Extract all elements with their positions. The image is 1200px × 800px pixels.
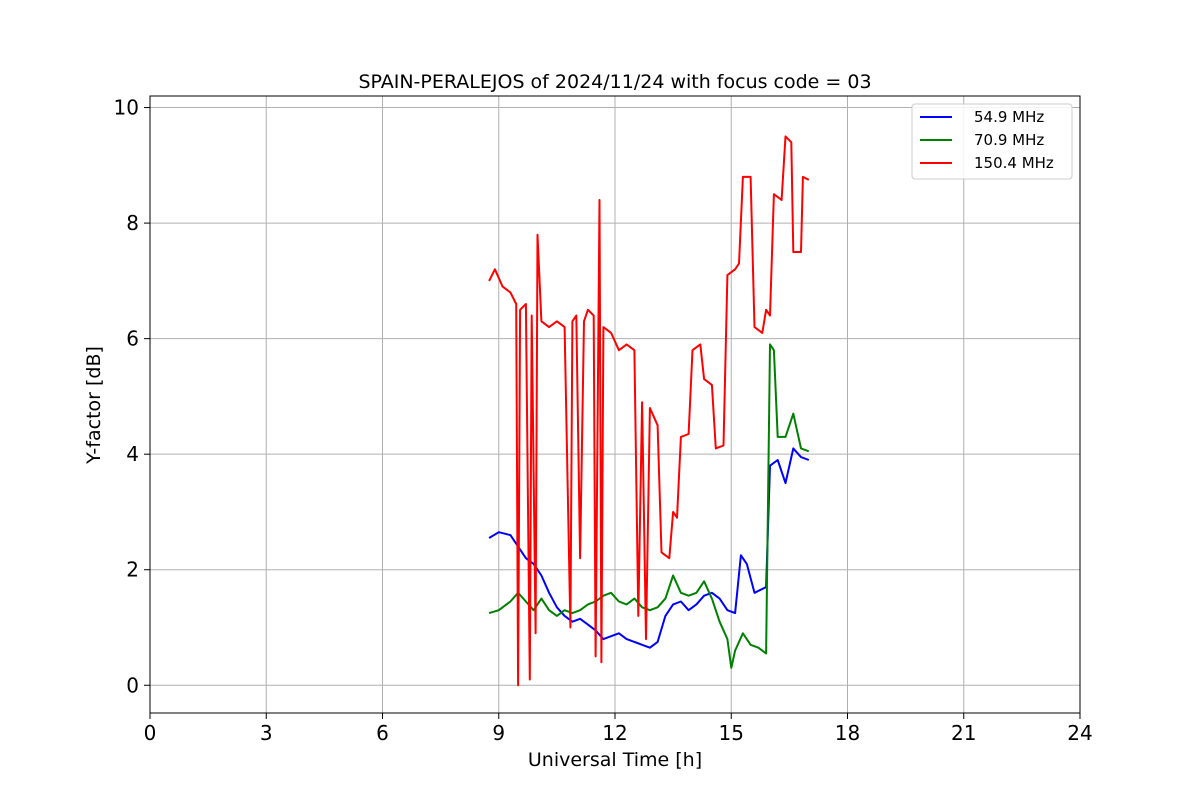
x-tick-label: 3 bbox=[260, 721, 273, 745]
y-tick-label: 6 bbox=[126, 327, 139, 351]
legend-label-1: 54.9 MHz bbox=[974, 108, 1044, 126]
y-tick-label: 2 bbox=[126, 558, 139, 582]
series-line-3 bbox=[488, 135, 810, 687]
x-tick-label: 24 bbox=[1067, 721, 1092, 745]
legend: 54.9 MHz 70.9 MHz 150.4 MHz bbox=[911, 103, 1073, 180]
series-line-1 bbox=[488, 447, 810, 649]
x-tick-label: 18 bbox=[835, 721, 860, 745]
y-tick-label: 10 bbox=[114, 96, 139, 120]
x-tick-label: 6 bbox=[376, 721, 389, 745]
y-tick-label: 4 bbox=[126, 442, 139, 466]
y-tick-label: 0 bbox=[126, 673, 139, 697]
x-axis-label: Universal Time [h] bbox=[528, 749, 702, 771]
series-line-2 bbox=[488, 343, 810, 669]
chart-title: SPAIN-PERALEJOS of 2024/11/24 with focus… bbox=[358, 71, 871, 93]
x-tick-label: 21 bbox=[951, 721, 976, 745]
legend-box bbox=[911, 103, 1073, 180]
y-tick-label: 8 bbox=[126, 211, 139, 235]
x-axis: 0 3 6 9 12 15 18 21 24 bbox=[144, 713, 1093, 745]
series-layer bbox=[488, 135, 810, 687]
x-tick-label: 12 bbox=[602, 721, 627, 745]
y-axis-label: Y-factor [dB] bbox=[83, 346, 105, 465]
x-tick-label: 15 bbox=[719, 721, 744, 745]
legend-label-2: 70.9 MHz bbox=[974, 131, 1044, 149]
legend-label-3: 150.4 MHz bbox=[974, 154, 1054, 172]
y-axis: 0 2 4 6 8 10 bbox=[114, 96, 150, 697]
x-tick-label: 0 bbox=[144, 721, 157, 745]
x-tick-label: 9 bbox=[492, 721, 505, 745]
